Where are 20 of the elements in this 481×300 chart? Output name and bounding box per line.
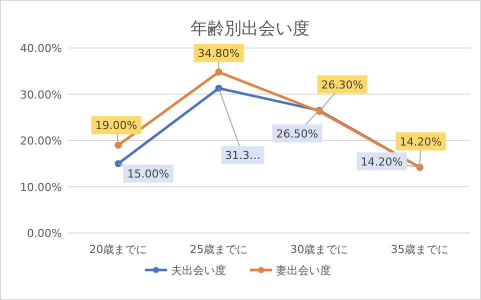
x-tick-label: 25歳までに [190,243,248,256]
legend-label: 妻出会い度 [276,264,331,277]
x-tick-label: 20歳までに [89,243,148,256]
data-label: 26.30% [321,78,364,92]
x-tick-label: 35歳までに [390,243,449,256]
y-tick-label: 30.00% [20,88,62,102]
y-tick-label: 40.00% [20,42,62,55]
data-label: 31.3… [225,149,260,162]
x-tick-label: 30歳までに [290,243,348,256]
y-tick-label: 20.00% [20,134,62,148]
y-tick-label: 0.00% [27,227,62,240]
data-label: 19.00% [95,119,138,132]
data-label: 15.00% [127,168,170,181]
title: 年齢別出会い度 [190,19,310,39]
data-label: 14.20% [400,135,442,148]
data-label: 34.80% [198,47,240,60]
legend-label: 夫出会い度 [171,264,226,277]
data-label: 14.20% [360,155,403,168]
data-label: 26.50% [276,127,318,140]
y-tick-label: 10.00% [20,180,62,194]
